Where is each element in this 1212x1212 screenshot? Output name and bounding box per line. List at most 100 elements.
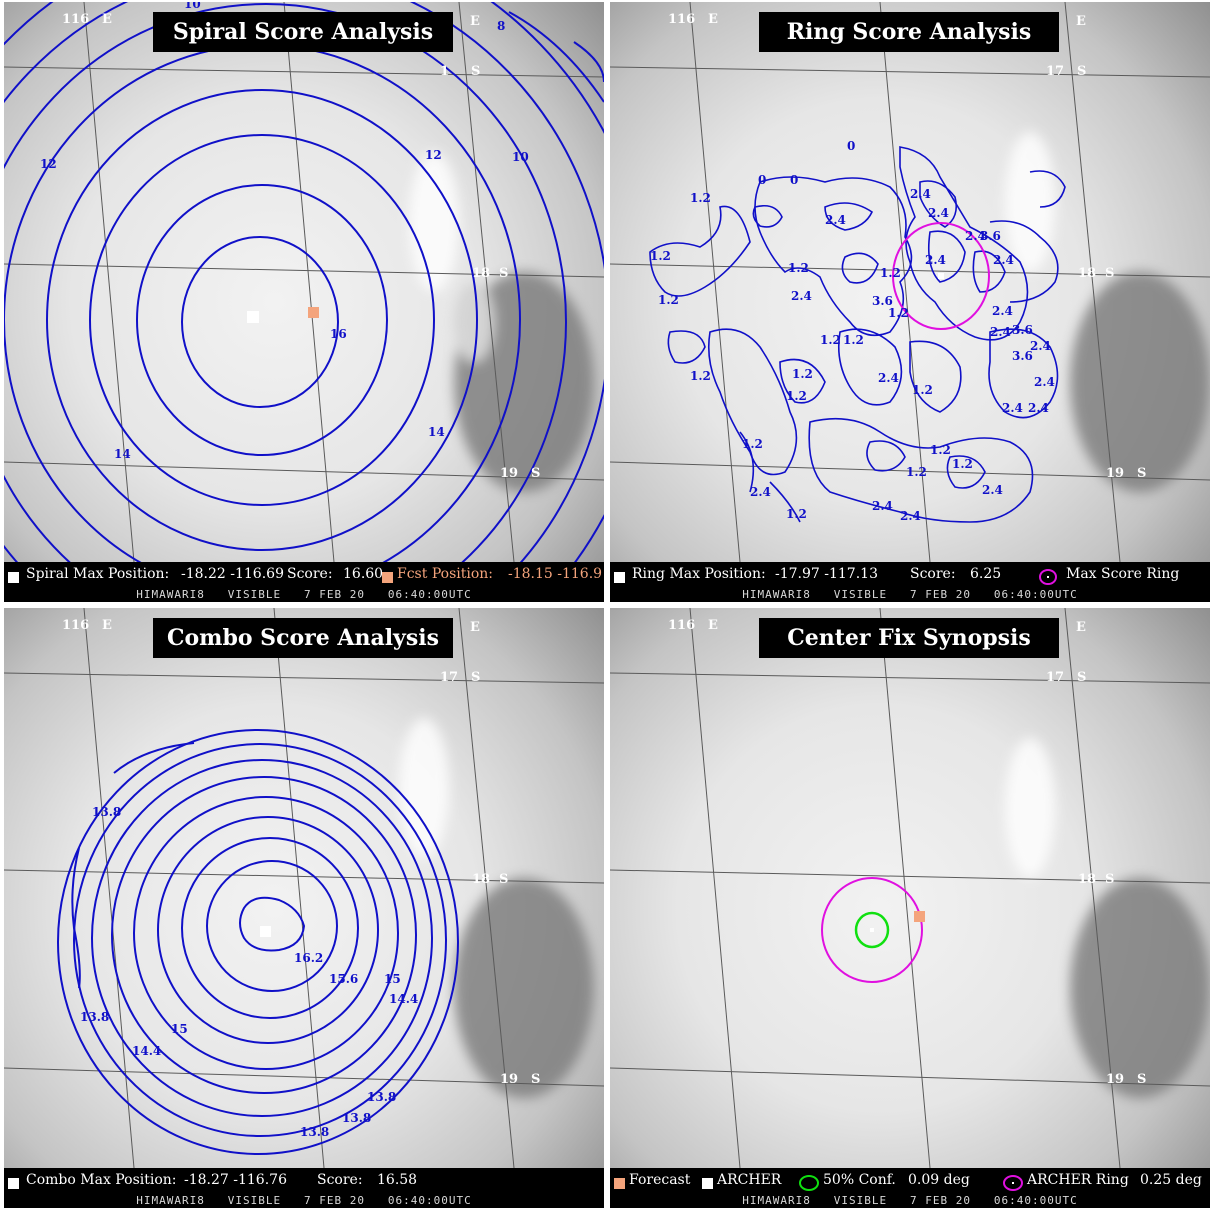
combo-panel: 13.8 16.2 15.6 15 14.4 13.8 15 14.4 13.8… [4,608,604,1208]
contour-label: 0 [847,139,855,153]
spiral-panel: 10 8 12 12 10 16 14 14 Spiral Score Anal… [4,2,604,602]
contour-label: 12 [425,148,442,162]
latitude-label: 18 [1078,266,1097,281]
contour-label: 15.6 [329,972,358,986]
latitude-hemisphere: S [1105,872,1115,887]
spiral-contour-labels: 10 8 12 12 10 16 14 14 [40,2,529,461]
forecast-legend-marker [382,572,393,583]
latitude-label: 17 [440,670,459,685]
archer-ring-label: ARCHER Ring [1027,1172,1129,1188]
contour-label: 14.4 [389,992,418,1006]
contour-label: 2.4 [992,304,1013,318]
contour-label: 0 [758,173,766,187]
contour-label: 2.4 [878,371,899,385]
contour-label: 1.2 [820,333,841,347]
ring-legend-icon [1039,569,1057,585]
contour-label: 15 [171,1022,188,1036]
panel-title: Combo Score Analysis [153,618,453,658]
contour-label: 2.4 [993,253,1014,267]
longitude-hemisphere: E [1076,620,1086,635]
forecast-position-label: Fcst Position: [397,566,494,582]
max-position-value: -18.22 -116.69 [181,566,284,582]
info-bar: Forecast ARCHER 50% Conf. 0.09 deg ARCHE… [610,1168,1210,1208]
confidence-value: 0.09 deg [908,1172,970,1188]
contour-label: 14 [114,447,131,461]
forecast-legend-label: Forecast [629,1172,691,1188]
confidence-circle [854,911,890,949]
synopsis-panel: Center Fix Synopsis 116 E E 17 S 18 S 19… [610,608,1210,1208]
satellite-footer: HIMAWARI8 VISIBLE 7 FEB 20 06:40:00UTC [136,1194,472,1207]
latitude-hemisphere: S [1077,670,1087,685]
contour-label: 1.2 [906,465,927,479]
contour-label: 14 [428,425,445,439]
contour-label: 1.2 [786,507,807,521]
combo-contours [57,729,459,1155]
contour-label: 2.4 [1030,339,1051,353]
contour-label: 2.4 [965,229,986,243]
contour-label: 1.2 [742,437,763,451]
latitude-hemisphere: S [499,872,509,887]
spiral-max-legend-marker [8,572,19,583]
contour-label: 1.2 [788,261,809,275]
contour-label: 1.2 [650,249,671,263]
contour-label: 2.4 [928,206,949,220]
combo-max-marker [260,926,271,937]
latitude-hemisphere: S [1137,1072,1147,1087]
panel-title: Spiral Score Analysis [153,12,453,52]
latitude-hemisphere: S [471,64,481,79]
ring-max-marker [938,273,944,279]
satellite-image: 0 0 0 1.2 1.2 1.2 1.2 2.4 2.4 2.4 2.4 2.… [610,2,1210,602]
score-value: 6.25 [970,566,1002,582]
contour-label: 2.4 [1034,375,1055,389]
contour-label: 2.4 [1028,401,1049,415]
confidence-legend-icon [799,1175,819,1191]
combo-contour-labels: 13.8 16.2 15.6 15 14.4 13.8 15 14.4 13.8… [80,805,418,1139]
contour-label: 1.2 [786,389,807,403]
longitude-hemisphere: E [470,14,480,29]
max-score-ring-label: Max Score Ring [1066,566,1180,582]
contour-label: 2.4 [990,325,1011,339]
score-label: Score: [910,566,956,582]
contour-label: 13.8 [367,1090,396,1104]
forecast-position-value: -18.15 -116.9 [508,566,603,582]
archer-ring-legend-icon [1003,1175,1023,1191]
contour-label: 1.2 [880,266,901,280]
latitude-hemisphere: S [471,670,481,685]
lat-lon-grid [4,2,604,563]
contour-label: 13.8 [80,1010,109,1024]
latitude-label: 17 [1046,670,1065,685]
contour-label: 10 [184,2,201,11]
longitude-hemisphere: E [708,618,718,633]
contour-label: 1.2 [843,333,864,347]
contour-label: 1.2 [658,293,679,307]
contour-label: 13.8 [342,1111,371,1125]
contour-label: 2.4 [750,485,771,499]
contour-label: 3.6 [980,229,1001,243]
latitude-hemisphere: S [1077,64,1087,79]
archer-ring [821,877,923,983]
latitude-label: 17 [1046,64,1065,79]
latitude-label: 19 [500,1072,519,1087]
contour-label: 1.2 [690,369,711,383]
confidence-label: 50% Conf. [823,1172,896,1188]
panel-title: Center Fix Synopsis [759,618,1059,658]
satellite-footer: HIMAWARI8 VISIBLE 7 FEB 20 06:40:00UTC [136,588,472,601]
latitude-label: 19 [1106,466,1125,481]
contour-label: 0 [790,173,798,187]
longitude-label: 116 [62,618,90,633]
info-bar: Combo Max Position: -18.27 -116.76 Score… [4,1168,604,1208]
ring-max-legend-marker [614,572,625,583]
contour-label: 3.6 [1012,349,1033,363]
max-score-ring [892,222,990,330]
contour-label: 2.4 [925,253,946,267]
archer-marker [870,928,874,932]
satellite-image: 10 8 12 12 10 16 14 14 [4,2,604,602]
latitude-label: 1 [440,64,450,79]
contour-label: 2.4 [1002,401,1023,415]
longitude-label: 116 [668,12,696,27]
longitude-hemisphere: E [102,12,112,27]
satellite-image: 13.8 16.2 15.6 15 14.4 13.8 15 14.4 13.8… [4,608,604,1208]
score-value: 16.60 [343,566,384,582]
latitude-label: 18 [472,872,491,887]
contour-label: 2.4 [910,187,931,201]
